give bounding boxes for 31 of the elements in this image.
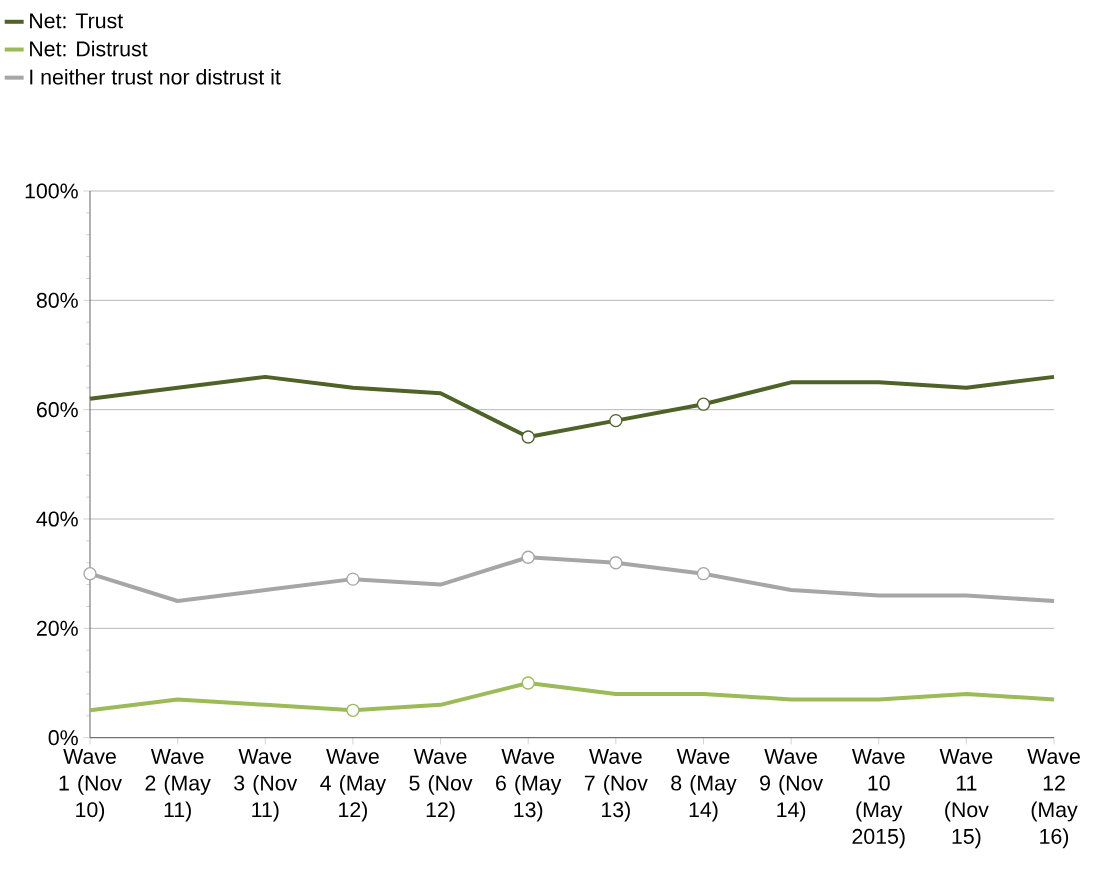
x-tick-label: Wave 8 (May 14) <box>671 749 737 822</box>
x-tick-label: Wave 9 (Nov 14) <box>760 749 824 822</box>
x-tick-label: Wave 7 (Nov 13) <box>584 749 648 822</box>
x-tick-label: Wave 12 (May 16) <box>1027 749 1080 849</box>
x-tick-label: Wave 3 (Nov 11) <box>234 749 298 822</box>
point <box>696 397 711 411</box>
legend-label: I neither trust nor distrust it <box>30 68 281 85</box>
y-tick-label: 100% <box>25 183 78 199</box>
x-tick-label: Wave 10 (May 2015) <box>851 749 905 849</box>
legend-label: Net: Trust <box>30 13 124 29</box>
x-tick-label: Wave 1 (Nov 10) <box>59 749 122 822</box>
x-tick-label: Wave 11 (Nov 15) <box>939 749 993 849</box>
y-tick-label: 80% <box>36 292 78 308</box>
x-tick-label: Wave 5 (Nov 12) <box>409 749 473 822</box>
y-tick-label: 0% <box>48 730 78 746</box>
point <box>346 572 360 586</box>
x-tick-label: Wave 4 (May 12) <box>320 749 387 822</box>
y-tick-label: 60% <box>37 402 78 418</box>
point <box>521 550 535 564</box>
point <box>696 566 711 581</box>
point <box>609 556 623 570</box>
point <box>346 703 360 718</box>
x-tick-label: Wave 6 (May 13) <box>496 749 562 822</box>
point <box>521 676 535 690</box>
y-tick-label: 20% <box>36 620 78 636</box>
x-tick-label: Wave 2 (May 11) <box>145 749 211 822</box>
point <box>609 413 623 428</box>
point <box>83 566 97 581</box>
y-tick-label: 40% <box>36 511 78 527</box>
point <box>521 430 535 444</box>
legend-label: Net: Distrust <box>30 40 148 57</box>
